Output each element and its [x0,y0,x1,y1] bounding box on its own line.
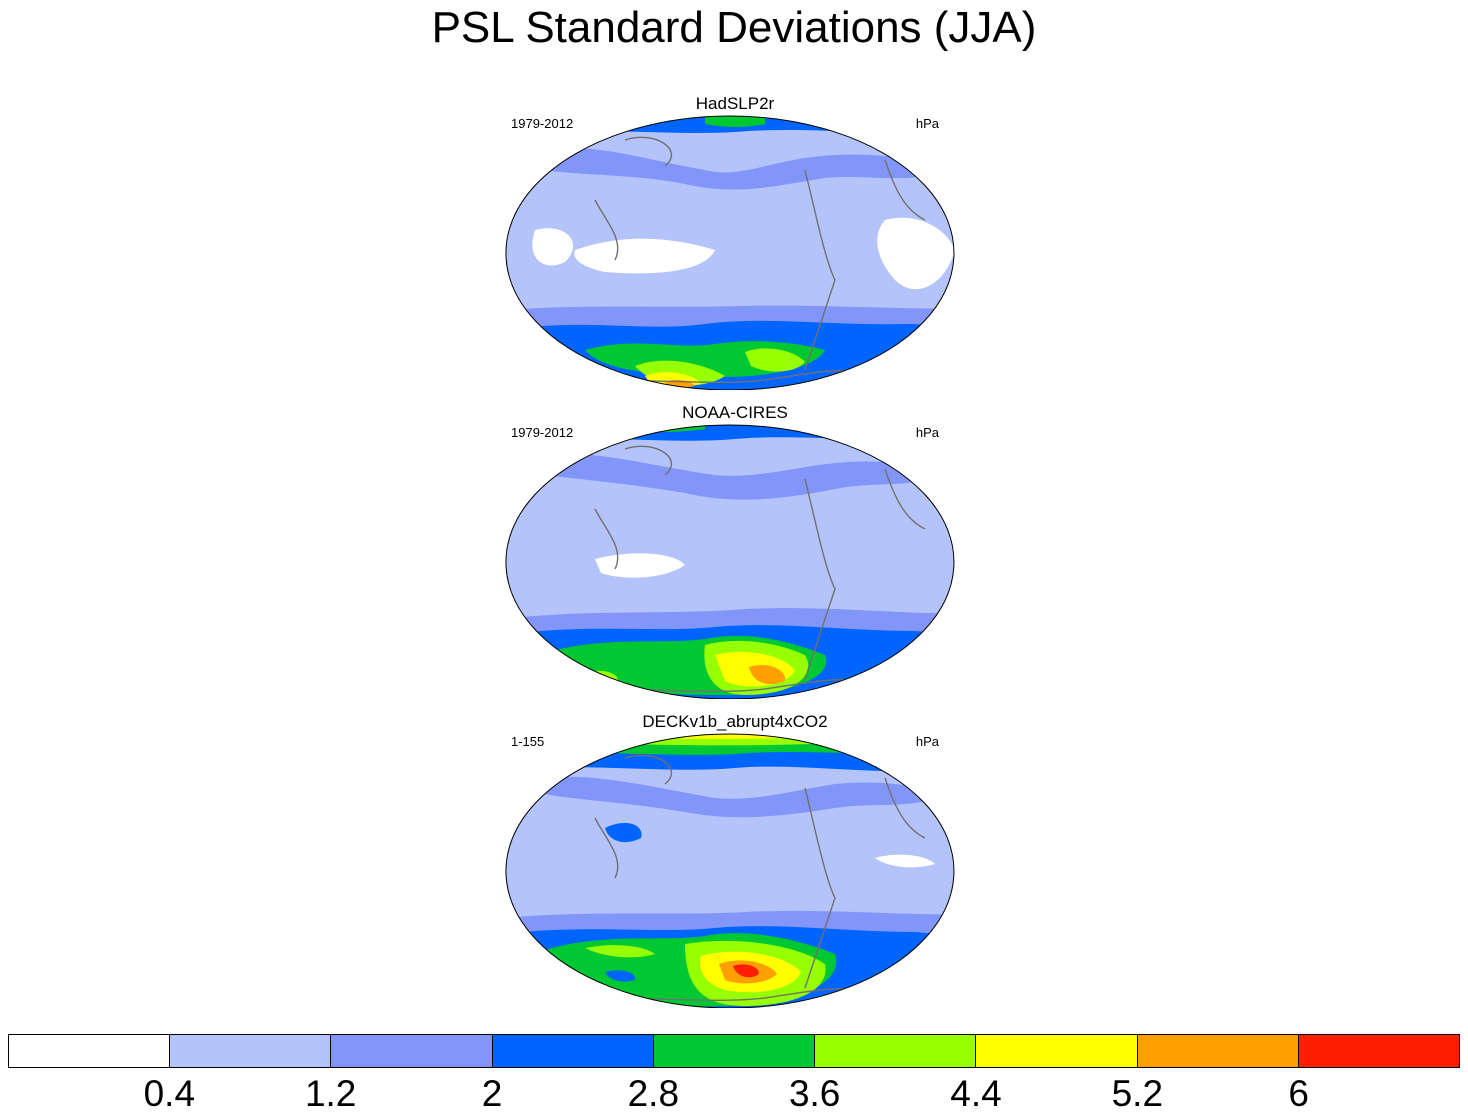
panel-title: DECKv1b_abrupt4xCO2 [642,712,828,731]
colorbar-tick-label: 3.6 [788,1073,841,1114]
panel-title: NOAA-CIRES [682,403,788,422]
colorbar-swatch [9,1035,170,1067]
colorbar-swatch [652,1035,815,1067]
map-panel-deckv1b-abrupt4xco2: DECKv1b_abrupt4xCO2 1-155 hPa [505,712,965,1012]
colorbar-tick-label: 6 [1288,1073,1309,1114]
panel-units: hPa [915,116,939,131]
map-panel-hadslp2r: HadSLP2r 1979-2012 hPa [505,94,965,394]
colorbar-tick-label: 1.2 [304,1073,357,1114]
colorbar-tick-label: 2 [481,1073,503,1114]
colorbar-tick-label: 4.4 [950,1073,1002,1114]
panel-period: 1-155 [511,734,545,749]
map-panel-noaa-cires: NOAA-CIRES 1979-2012 hPa [505,403,965,703]
colorbar-swatch [169,1035,331,1067]
colorbar [8,1034,1460,1068]
world-map-hadslp2r [505,115,955,390]
world-map-deckv1b-abrupt4xco2 [505,733,955,1008]
panel-title: HadSLP2r [695,94,775,113]
panel-units: hPa [915,734,939,749]
colorbar-swatch [975,1035,1137,1067]
colorbar-swatch [814,1035,976,1067]
panel-period: 1979-2012 [511,116,574,131]
colorbar-tick-label: 2.8 [627,1073,680,1114]
chart-title: PSL Standard Deviations (JJA) [431,3,1037,52]
colorbar-tick-label: 0.4 [143,1073,196,1114]
colorbar-swatch [1136,1035,1298,1067]
panel-units: hPa [915,425,939,440]
colorbar-swatch [330,1035,492,1067]
colorbar-swatch [491,1035,653,1067]
colorbar-tick-label: 5.2 [1111,1073,1164,1114]
colorbar-swatch [1297,1035,1459,1067]
world-map-noaa-cires [505,424,955,699]
panel-period: 1979-2012 [511,425,574,440]
